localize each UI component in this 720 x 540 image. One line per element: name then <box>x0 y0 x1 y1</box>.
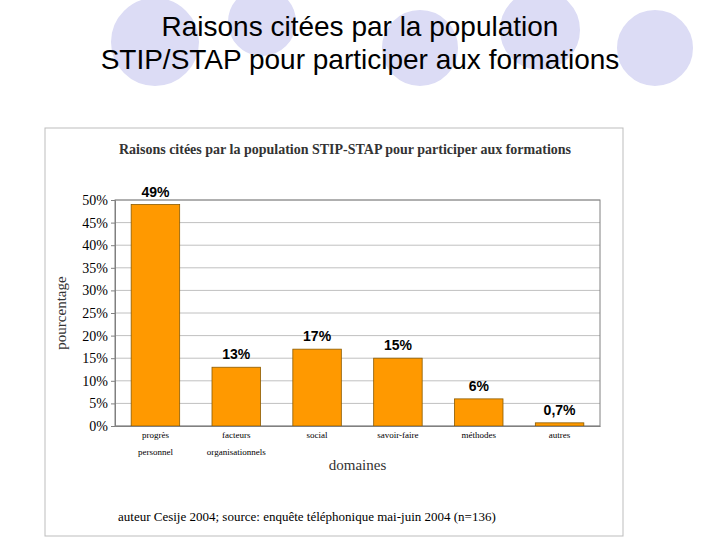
y-tick-label: 15% <box>82 351 108 366</box>
deco-circle <box>615 8 695 88</box>
grid-line <box>115 403 600 404</box>
slide-title: Raisons citées par la populationSTIP/STA… <box>101 11 620 75</box>
data-label: 49% <box>141 184 170 200</box>
y-tick-mark <box>111 313 115 314</box>
bars <box>131 205 584 426</box>
y-tick-label: 5% <box>89 396 108 411</box>
data-label: 13% <box>222 346 251 362</box>
bar <box>455 399 504 426</box>
y-tick: 50% <box>82 193 115 208</box>
x-tick: facteurs organisationnels <box>207 430 266 457</box>
y-tick-label: 45% <box>82 216 108 231</box>
y-tick-mark <box>111 381 115 382</box>
bar <box>535 423 584 426</box>
y-tick: 40% <box>82 238 115 253</box>
x-tick-label: social <box>307 430 328 440</box>
text-line: Raisons citées par la population STIP-ST… <box>119 142 572 157</box>
y-tick-label: 0% <box>89 419 108 434</box>
grid-line <box>115 380 600 381</box>
grid-line <box>115 335 600 336</box>
y-tick-mark <box>111 403 115 404</box>
data-label: 17% <box>303 328 332 344</box>
y-tick-label: 25% <box>82 306 108 321</box>
data-label: 15% <box>384 337 413 353</box>
x-tick-label: savoir-faire <box>377 430 418 440</box>
x-tick: autres <box>549 430 571 440</box>
y-tick: 45% <box>82 216 115 231</box>
text-line: STIP/STAP pour participer aux formations <box>101 44 620 75</box>
data-label: 0,7% <box>544 402 576 418</box>
chart-frame <box>45 128 623 536</box>
y-tick: 25% <box>82 306 115 321</box>
y-tick-label: 20% <box>82 329 108 344</box>
x-tick-label: méthodes <box>462 430 497 440</box>
y-axis: 0% 5% 10% 15% 20% 25% 30% 35% 40% 45% 50% <box>82 193 115 434</box>
chart-title: Raisons citées par la population STIP-ST… <box>119 142 572 157</box>
y-tick: 10% <box>82 374 115 389</box>
grid-line <box>115 245 600 246</box>
grid-line <box>115 358 600 359</box>
grid-line <box>115 313 600 314</box>
x-tick-label: autres <box>549 430 571 440</box>
bar <box>293 349 342 426</box>
bar <box>212 367 261 426</box>
x-tick-label: facteurs organisationnels <box>207 430 266 457</box>
y-tick-mark <box>111 223 115 224</box>
y-tick-mark <box>111 426 115 427</box>
grid-line <box>115 222 600 223</box>
y-tick: 35% <box>82 261 115 276</box>
text-line: Raisons citées par la population <box>162 11 559 42</box>
grid-line <box>115 290 600 291</box>
text-line: savoir-faire <box>377 430 418 440</box>
text-line: organisationnels <box>207 447 266 457</box>
y-tick-mark <box>111 290 115 291</box>
y-tick-mark <box>111 358 115 359</box>
data-labels: 49% 13% 17% 15% 6% 0,7% <box>141 184 576 418</box>
x-axis-line <box>116 426 601 427</box>
y-tick-mark <box>111 245 115 246</box>
text-line: personnel <box>138 447 173 457</box>
footnote: auteur Cesije 2004; source: enquête télé… <box>118 509 496 524</box>
slide: Raisons citées par la populationSTIP/STA… <box>0 0 720 540</box>
x-tick: progrès personnel <box>138 430 173 457</box>
x-axis-title: domaines <box>329 457 387 473</box>
grid-line <box>115 267 600 268</box>
x-tick: savoir-faire <box>377 430 418 440</box>
y-tick-mark <box>111 200 115 201</box>
plot-frame <box>115 200 600 426</box>
y-tick-label: 10% <box>82 374 108 389</box>
y-tick-label: 50% <box>82 193 108 208</box>
y-axis-title: pourcentage <box>53 276 69 350</box>
y-tick: 0% <box>89 419 115 434</box>
data-label: 6% <box>469 378 490 394</box>
text-line: autres <box>549 430 571 440</box>
text-line: facteurs <box>222 430 251 440</box>
bar <box>374 358 423 426</box>
y-tick: 5% <box>89 396 115 411</box>
x-tick: méthodes <box>462 430 497 440</box>
y-tick-label: 40% <box>82 238 108 253</box>
y-tick-label: 35% <box>82 261 108 276</box>
y-tick: 15% <box>82 351 115 366</box>
y-axis-line <box>111 201 116 427</box>
y-tick-mark <box>111 268 115 269</box>
y-tick: 20% <box>82 329 115 344</box>
x-tick: social <box>307 430 328 440</box>
grid <box>115 200 600 426</box>
text-line: social <box>307 430 328 440</box>
x-tick-label: progrès personnel <box>138 430 173 457</box>
y-tick-label: 30% <box>82 283 108 298</box>
bar <box>131 205 180 426</box>
y-tick-mark <box>111 336 115 337</box>
x-axis: progrès personnel facteurs organisationnels… <box>116 427 601 458</box>
text-line: progrès <box>142 430 169 440</box>
text-line: méthodes <box>462 430 497 440</box>
y-tick: 30% <box>82 283 115 298</box>
